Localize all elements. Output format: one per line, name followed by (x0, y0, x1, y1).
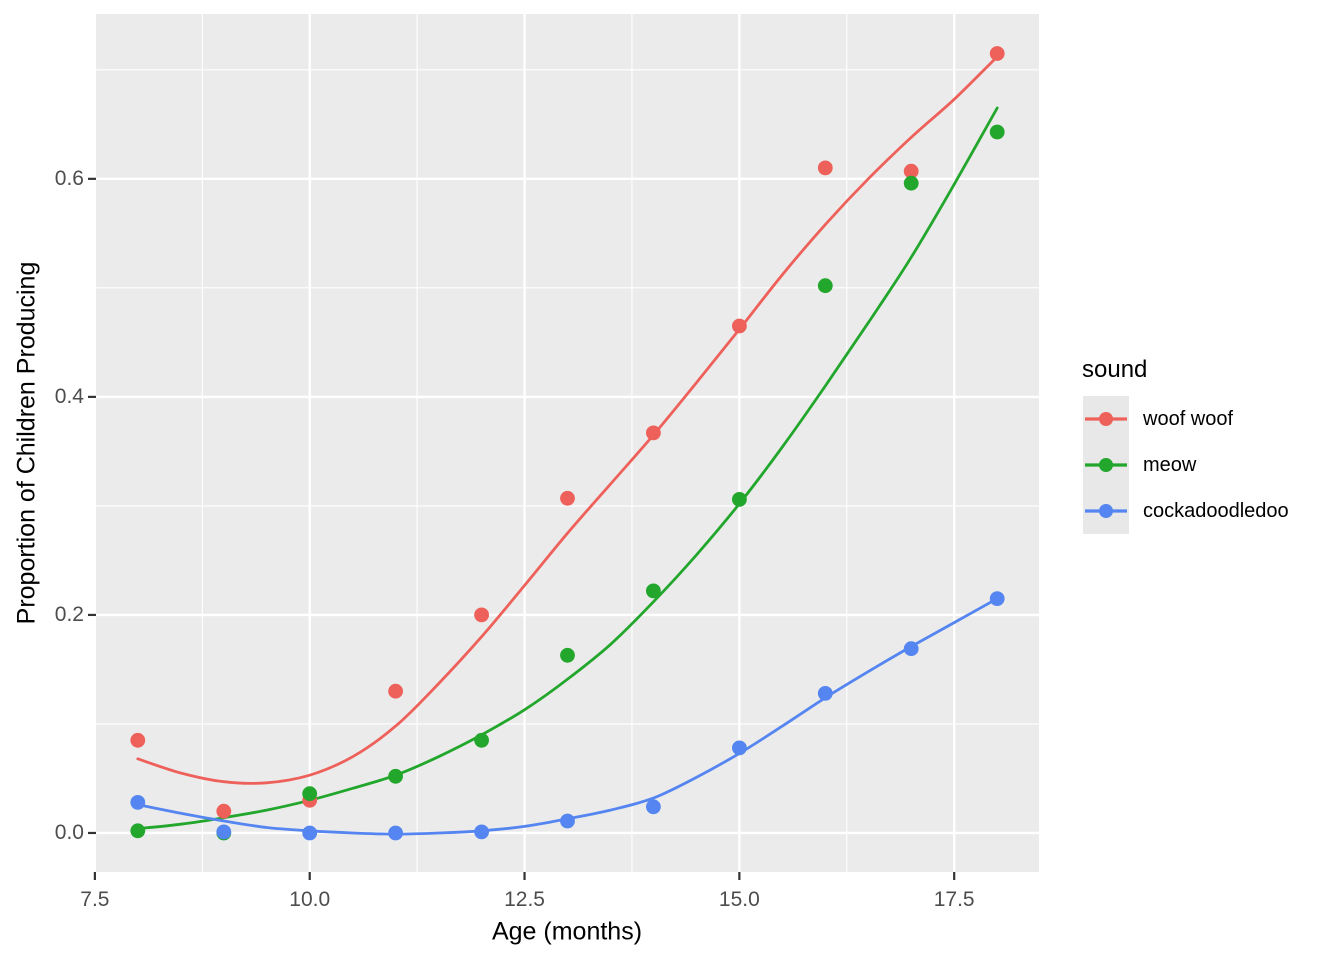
legend-label: cockadoodledoo (1143, 499, 1289, 522)
data-point-meow (130, 823, 146, 839)
data-point-cockadoodledoo (989, 591, 1005, 606)
data-point-cockadoodledoo (560, 813, 575, 829)
data-point-woof-woof (560, 490, 575, 506)
data-point-cockadoodledoo (474, 824, 489, 840)
data-point-meow (646, 583, 661, 599)
gridlines (96, 14, 1039, 872)
data-point-meow (302, 786, 318, 802)
data-point-meow (817, 278, 833, 294)
trend-line-meow (136, 106, 999, 830)
legend-label: meow (1143, 453, 1197, 476)
data-point-meow (388, 768, 403, 784)
x-axis-title: Age (months) (491, 917, 643, 946)
legend-line-point-icon (1085, 504, 1127, 518)
legend-entry-meow: meow (1083, 442, 1289, 488)
legend-key-swatch (1083, 488, 1129, 534)
data-point-woof-woof (989, 46, 1005, 61)
data-point-meow (560, 647, 575, 663)
data-point-cockadoodledoo (302, 825, 318, 841)
data-point-woof-woof (817, 160, 833, 176)
data-point-woof-woof (388, 683, 403, 699)
y-tick-label: 0.4 (54, 384, 84, 408)
data-point-woof-woof (646, 425, 661, 441)
data-points (130, 46, 1005, 841)
y-axis-title: Proportion of Children Producing (12, 261, 41, 625)
data-point-meow (989, 124, 1005, 140)
legend-entries: woof woof meow cockadoodledoo (1083, 396, 1289, 534)
data-point-meow (732, 492, 747, 507)
legend-entry-cockadoodledoo: cockadoodledoo (1083, 488, 1289, 534)
legend-key-swatch (1083, 396, 1129, 442)
data-point-cockadoodledoo (732, 740, 747, 756)
trend-line-woof-woof (136, 55, 999, 785)
legend-line-point-icon (1085, 412, 1127, 426)
panel-background (96, 14, 1039, 872)
data-point-woof-woof (903, 163, 919, 179)
y-tick-label: 0.6 (54, 166, 84, 190)
y-tick-label: 0.2 (54, 602, 84, 626)
data-point-woof-woof (130, 732, 146, 748)
x-tick-label: 12.5 (504, 888, 545, 911)
data-point-woof-woof (216, 803, 232, 819)
data-point-cockadoodledoo (130, 795, 146, 810)
data-point-cockadoodledoo (646, 799, 661, 815)
legend-line-point-icon (1085, 458, 1127, 472)
legend-entry-woof-woof: woof woof (1083, 396, 1289, 442)
x-tick-label: 15.0 (718, 888, 760, 911)
data-point-cockadoodledoo (388, 825, 403, 841)
data-point-woof-woof (474, 607, 489, 623)
y-tick-label: 0.0 (54, 820, 84, 844)
x-tick-label: 10.0 (289, 888, 331, 911)
data-point-meow (903, 175, 919, 191)
legend-key-swatch (1083, 442, 1129, 488)
data-point-cockadoodledoo (216, 824, 232, 840)
legend-label: woof woof (1143, 407, 1234, 430)
x-tick-label: 17.5 (933, 888, 975, 911)
data-point-woof-woof (732, 318, 747, 334)
data-point-meow (474, 732, 489, 748)
data-point-cockadoodledoo (903, 641, 919, 657)
data-point-cockadoodledoo (817, 686, 833, 701)
legend-title: sound (1082, 356, 1148, 383)
axis-tick-marks (88, 177, 956, 880)
x-tick-label: 7.5 (80, 888, 110, 911)
